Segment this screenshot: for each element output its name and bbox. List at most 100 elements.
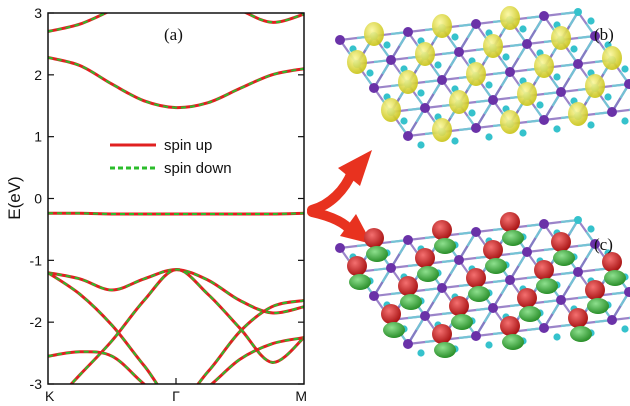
x-tick-label: Γ: [172, 388, 180, 404]
legend: spin up spin down: [110, 137, 232, 177]
purple-atom: [539, 115, 549, 125]
band-6-spin-down: [69, 268, 304, 384]
cyan-atom: [383, 41, 391, 49]
green-density-lobe: [434, 238, 456, 254]
purple-atom: [437, 75, 447, 85]
yellow-density-lobe: [449, 90, 469, 114]
band-7-spin-down: [48, 336, 304, 384]
purple-atom: [556, 87, 566, 97]
red-density-lobe: [483, 240, 503, 260]
purple-atom: [335, 35, 345, 45]
cyan-atom: [468, 109, 476, 117]
purple-atom: [386, 55, 396, 65]
red-density-lobe: [551, 232, 571, 252]
purple-atom: [403, 235, 413, 245]
cyan-atom: [553, 333, 561, 341]
yellow-density-lobe: [432, 14, 452, 38]
yellow-density-lobe: [466, 62, 486, 86]
green-density-lobe: [349, 274, 371, 290]
cyan-atom: [536, 101, 544, 109]
purple-atom: [522, 247, 532, 257]
cyan-atom: [604, 93, 612, 101]
red-density-lobe: [415, 248, 435, 268]
yellow-density-lobe: [398, 70, 418, 94]
purple-atom: [539, 219, 549, 229]
red-density-lobe: [602, 252, 622, 272]
green-density-lobe: [502, 230, 524, 246]
purple-atom: [590, 31, 600, 41]
yellow-density-lobe: [483, 34, 503, 58]
yellow-density-lobe: [415, 42, 435, 66]
purple-atom: [471, 331, 481, 341]
purple-atom: [488, 95, 498, 105]
cyan-atom: [502, 53, 510, 61]
green-density-lobe: [604, 270, 626, 286]
purple-atom: [403, 131, 413, 141]
yellow-density-lobe: [534, 54, 554, 78]
band-4-spin-down: [48, 268, 304, 314]
green-density-lobe: [468, 286, 490, 302]
yellow-density-lobe: [381, 98, 401, 122]
cyan-atom: [400, 117, 408, 125]
green-density-lobe: [417, 266, 439, 282]
yellow-density-lobe: [585, 74, 605, 98]
purple-atom: [471, 123, 481, 133]
cyan-atom: [366, 69, 374, 77]
cyan-atom: [553, 73, 561, 81]
cyan-atom: [553, 125, 561, 133]
yellow-density-lobe: [347, 50, 367, 74]
legend-label-spin-down: spin down: [164, 160, 232, 177]
cyan-atom: [587, 121, 595, 129]
green-density-lobe: [383, 322, 405, 338]
y-tick-label: -3: [30, 376, 43, 392]
yellow-density-lobe: [517, 82, 537, 106]
y-tick-label: -1: [30, 252, 43, 268]
y-tick-label: 1: [34, 129, 42, 145]
cyan-atom: [485, 133, 493, 141]
cyan-atom: [574, 216, 582, 224]
curved-arrow: [307, 150, 372, 244]
green-density-lobe: [587, 298, 609, 314]
band-4-spin-up: [48, 268, 304, 315]
green-density-lobe: [366, 246, 388, 262]
band-5-spin-up: [48, 271, 304, 384]
purple-atom: [505, 275, 515, 285]
purple-atom: [386, 263, 396, 273]
purple-atom: [539, 323, 549, 333]
band-2-spin-down: [48, 13, 304, 33]
red-density-lobe: [568, 308, 588, 328]
green-density-lobe: [570, 326, 592, 342]
yellow-density-lobe: [364, 22, 384, 46]
band-3-spin-down: [48, 212, 304, 216]
purple-atom: [573, 267, 583, 277]
cyan-atom: [485, 341, 493, 349]
cyan-atom: [587, 17, 595, 25]
band-lines: [48, 13, 304, 384]
cyan-atom: [570, 45, 578, 53]
cyan-atom: [451, 137, 459, 145]
cyan-atom: [587, 225, 595, 233]
yellow-density-lobe: [500, 6, 520, 30]
red-density-lobe: [466, 268, 486, 288]
cyan-atom: [519, 129, 527, 137]
purple-atom: [454, 255, 464, 265]
purple-atom: [420, 311, 430, 321]
x-tick-label: M: [295, 388, 307, 404]
red-density-lobe: [534, 260, 554, 280]
green-density-lobe: [536, 278, 558, 294]
purple-atom: [335, 243, 345, 253]
yellow-density-lobe: [500, 110, 520, 134]
purple-atom: [420, 103, 430, 113]
y-tick-label: 0: [34, 191, 42, 207]
lattice-structure-c: [335, 212, 630, 358]
purple-atom: [624, 79, 630, 89]
purple-atom: [369, 83, 379, 93]
band-1-spin-down: [48, 56, 304, 109]
purple-atom: [505, 67, 515, 77]
red-density-lobe: [432, 220, 452, 240]
purple-atom: [403, 339, 413, 349]
red-density-lobe: [449, 296, 469, 316]
green-density-lobe: [519, 306, 541, 322]
